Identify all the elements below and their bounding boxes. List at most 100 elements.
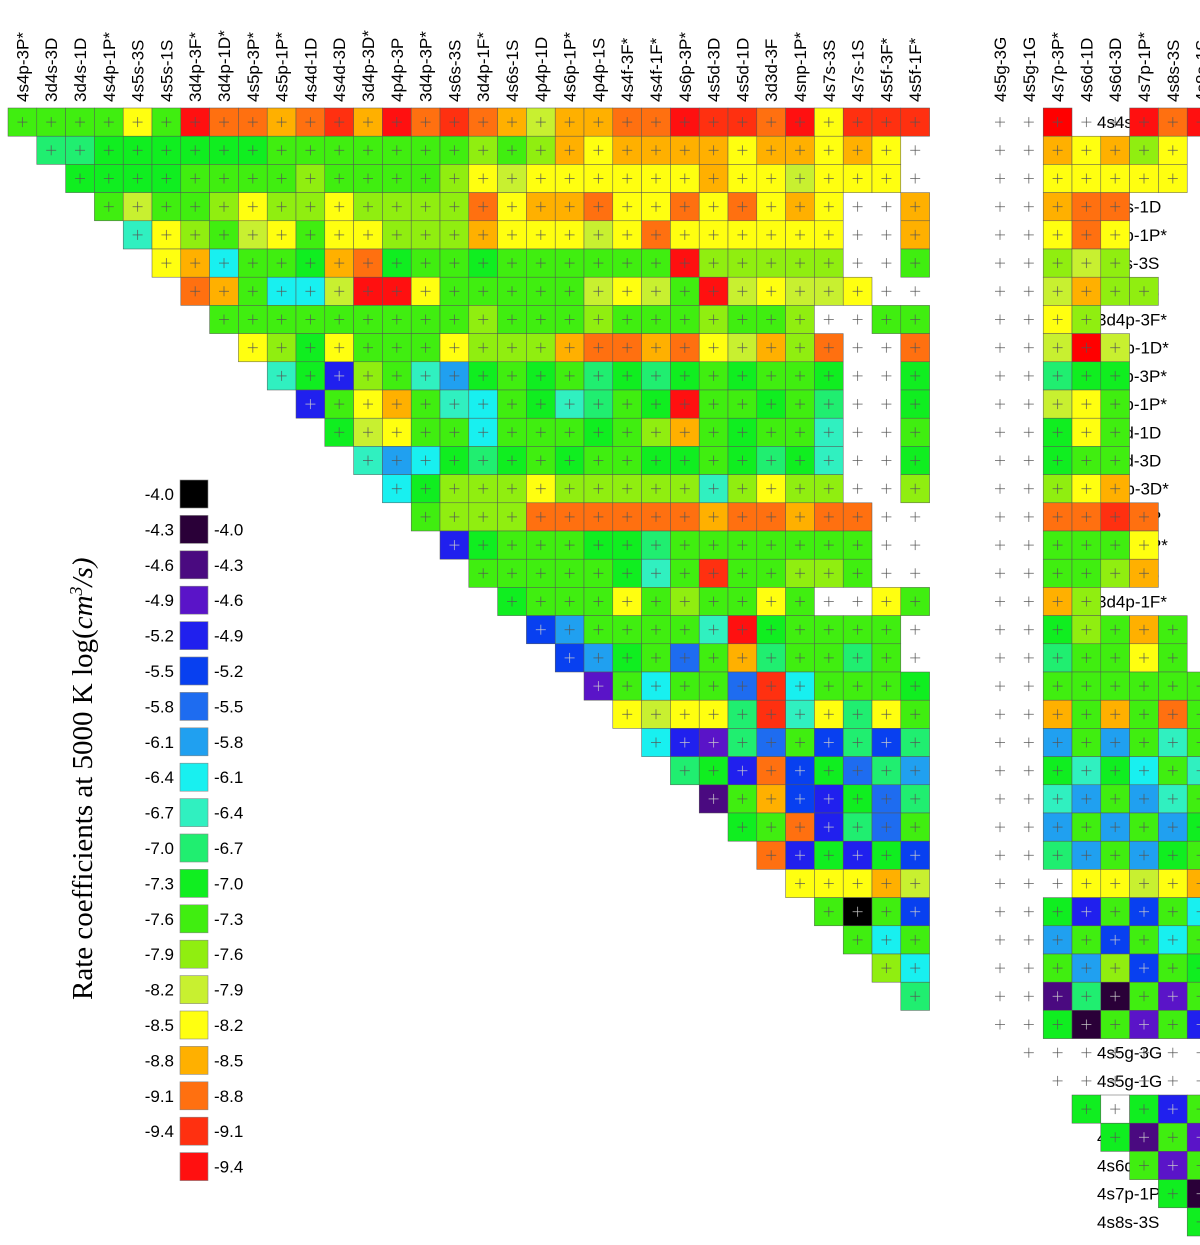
plus-marker	[651, 511, 661, 522]
plus-marker	[910, 427, 921, 438]
plus-marker	[881, 229, 892, 240]
plus-marker	[679, 427, 690, 438]
plus-marker	[593, 286, 604, 297]
plus-marker	[679, 229, 690, 240]
plus-marker	[449, 540, 460, 551]
plus-marker	[449, 117, 460, 128]
legend-swatch	[179, 1046, 209, 1075]
plus-marker	[564, 314, 575, 325]
plus-marker	[995, 596, 1005, 607]
plus-marker	[449, 145, 460, 156]
plus-marker	[766, 568, 777, 579]
column-label: 4snp-1P*	[791, 32, 810, 102]
plus-marker	[737, 286, 748, 297]
plus-marker	[1167, 1019, 1178, 1030]
plus-marker	[651, 652, 661, 663]
plus-marker	[852, 258, 863, 269]
plus-marker	[1196, 770, 1200, 772]
plus-marker	[478, 427, 489, 438]
column-label: 4s7s-3S	[820, 40, 839, 102]
plus-marker	[1081, 934, 1092, 945]
plus-marker	[1110, 540, 1121, 551]
plus-marker	[1052, 765, 1063, 776]
plus-marker	[535, 540, 546, 551]
plus-marker	[910, 145, 921, 156]
plus-marker	[363, 427, 373, 438]
plus-marker	[363, 117, 373, 128]
plus-marker	[132, 173, 143, 184]
plus-marker	[737, 511, 748, 522]
plus-marker	[1023, 342, 1034, 353]
plus-marker	[1052, 991, 1063, 1002]
column-label: 4s6d-3D	[1106, 38, 1125, 102]
plus-marker	[1081, 145, 1092, 156]
plus-marker	[852, 596, 863, 607]
plus-marker	[1081, 652, 1092, 663]
plus-marker	[1023, 173, 1034, 184]
heatmap-cell	[785, 192, 815, 222]
plus-marker	[247, 173, 258, 184]
plus-marker	[622, 229, 633, 240]
plus-marker	[363, 173, 373, 184]
plus-marker	[995, 681, 1005, 692]
plus-marker	[823, 314, 834, 325]
plus-marker	[622, 342, 633, 353]
plus-marker	[1196, 939, 1200, 941]
plus-marker	[507, 173, 517, 184]
plus-marker	[910, 342, 921, 353]
legend-swatch	[179, 550, 209, 580]
plus-marker	[219, 117, 229, 128]
plus-marker	[161, 145, 172, 156]
plus-marker	[1081, 878, 1092, 889]
plus-marker	[823, 568, 834, 579]
plus-marker	[1196, 1165, 1200, 1166]
plus-marker	[881, 652, 892, 663]
plus-marker	[881, 258, 892, 269]
plus-marker	[1196, 967, 1200, 969]
plus-marker	[823, 286, 834, 297]
plus-marker	[1167, 906, 1178, 917]
row-label: 3d4p-1F*	[1097, 593, 1167, 612]
plus-marker	[910, 511, 921, 522]
heatmap-cell	[1186, 728, 1200, 757]
plus-marker	[795, 652, 805, 663]
plus-marker	[995, 822, 1005, 833]
plus-marker	[593, 229, 604, 240]
heatmap-cell	[1186, 671, 1200, 701]
column-label: 4s8s-1S	[1193, 40, 1200, 102]
plus-marker	[823, 624, 834, 635]
plus-marker	[823, 399, 834, 410]
plus-marker	[1196, 798, 1200, 800]
plus-marker	[823, 737, 834, 748]
plus-marker	[995, 314, 1005, 325]
plus-marker	[766, 455, 777, 466]
legend-swatch	[179, 1152, 209, 1181]
plus-marker	[276, 173, 287, 184]
plus-marker	[1052, 201, 1063, 212]
plus-marker	[103, 117, 114, 128]
plus-marker	[795, 427, 805, 438]
plus-marker	[1167, 822, 1178, 833]
plus-marker	[995, 286, 1005, 297]
plus-marker	[1110, 258, 1121, 269]
plus-marker	[1139, 511, 1149, 522]
plus-marker	[881, 709, 892, 720]
plus-marker	[1052, 1019, 1063, 1030]
legend-swatch	[179, 798, 209, 827]
plus-marker	[1167, 1075, 1178, 1086]
plus-marker	[737, 370, 748, 381]
plus-marker	[622, 399, 633, 410]
plus-marker	[1023, 878, 1034, 889]
plus-marker	[1023, 511, 1034, 522]
plus-marker	[708, 399, 719, 410]
legend-swatch	[179, 621, 209, 650]
plus-marker	[910, 229, 921, 240]
plus-marker	[1052, 624, 1063, 635]
plus-marker	[507, 145, 517, 156]
heatmap-cell	[1186, 1207, 1200, 1237]
plus-marker	[766, 201, 777, 212]
plus-marker	[795, 201, 805, 212]
plus-marker	[103, 145, 114, 156]
plus-marker	[651, 540, 661, 551]
plus-marker	[478, 173, 489, 184]
